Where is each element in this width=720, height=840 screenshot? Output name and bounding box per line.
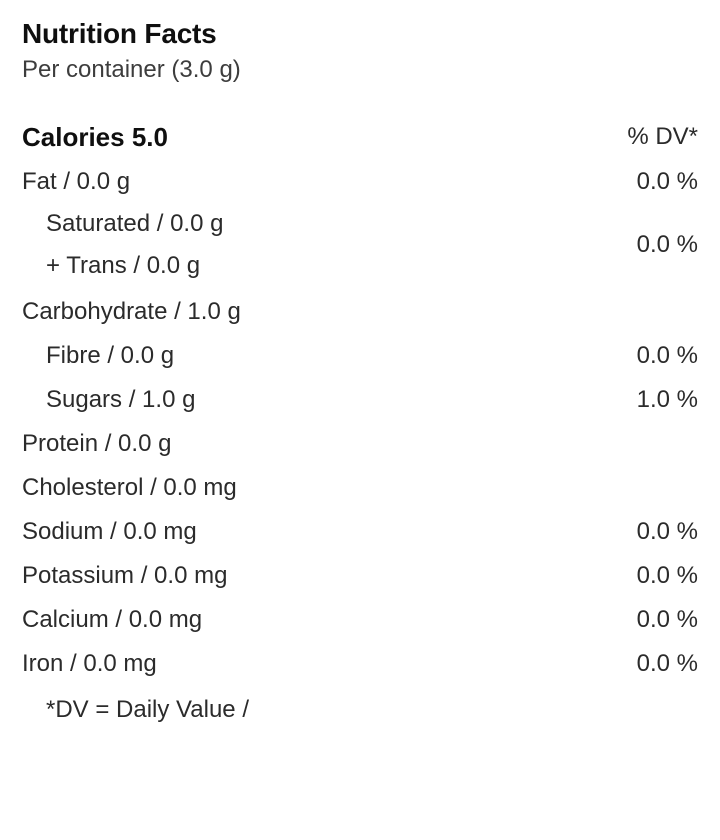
sugars-row: Sugars / 1.0 g 1.0 % xyxy=(22,378,698,422)
nutrition-facts-panel: Nutrition Facts Per container (3.0 g) Ca… xyxy=(0,0,720,742)
serving-size: Per container (3.0 g) xyxy=(22,56,698,84)
saturated-label: Saturated / 0.0 g xyxy=(46,210,223,238)
cholesterol-label: Cholesterol / 0.0 mg xyxy=(22,476,698,500)
calcium-dv: 0.0 % xyxy=(637,608,698,632)
fibre-row: Fibre / 0.0 g 0.0 % xyxy=(22,334,698,378)
fat-dv: 0.0 % xyxy=(637,170,698,194)
potassium-dv: 0.0 % xyxy=(637,564,698,588)
calories-label: Calories 5.0 xyxy=(22,124,627,150)
calcium-row: Calcium / 0.0 mg 0.0 % xyxy=(22,598,698,642)
sat-trans-dv: 0.0 % xyxy=(637,231,698,259)
iron-label: Iron / 0.0 mg xyxy=(22,652,637,676)
carb-label: Carbohydrate / 1.0 g xyxy=(22,300,698,324)
cholesterol-row: Cholesterol / 0.0 mg xyxy=(22,466,698,510)
sugars-label: Sugars / 1.0 g xyxy=(22,388,637,412)
iron-dv: 0.0 % xyxy=(637,652,698,676)
sodium-row: Sodium / 0.0 mg 0.0 % xyxy=(22,510,698,554)
fibre-dv: 0.0 % xyxy=(637,344,698,368)
fat-label: Fat / 0.0 g xyxy=(22,170,637,194)
dv-header: % DV* xyxy=(627,125,698,149)
trans-label: + Trans / 0.0 g xyxy=(46,252,223,280)
calories-row: Calories 5.0 % DV* xyxy=(22,114,698,160)
sodium-label: Sodium / 0.0 mg xyxy=(22,520,637,544)
protein-row: Protein / 0.0 g xyxy=(22,422,698,466)
fat-row: Fat / 0.0 g 0.0 % xyxy=(22,160,698,204)
carb-row: Carbohydrate / 1.0 g xyxy=(22,290,698,334)
potassium-row: Potassium / 0.0 mg 0.0 % xyxy=(22,554,698,598)
potassium-label: Potassium / 0.0 mg xyxy=(22,564,637,588)
protein-label: Protein / 0.0 g xyxy=(22,432,698,456)
sugars-dv: 1.0 % xyxy=(637,388,698,412)
fibre-label: Fibre / 0.0 g xyxy=(22,344,637,368)
iron-row: Iron / 0.0 mg 0.0 % xyxy=(22,642,698,686)
sat-trans-row: Saturated / 0.0 g + Trans / 0.0 g 0.0 % xyxy=(22,204,698,290)
panel-title: Nutrition Facts xyxy=(22,18,698,50)
sodium-dv: 0.0 % xyxy=(637,520,698,544)
calcium-label: Calcium / 0.0 mg xyxy=(22,608,637,632)
dv-footnote: *DV = Daily Value / xyxy=(22,686,698,724)
